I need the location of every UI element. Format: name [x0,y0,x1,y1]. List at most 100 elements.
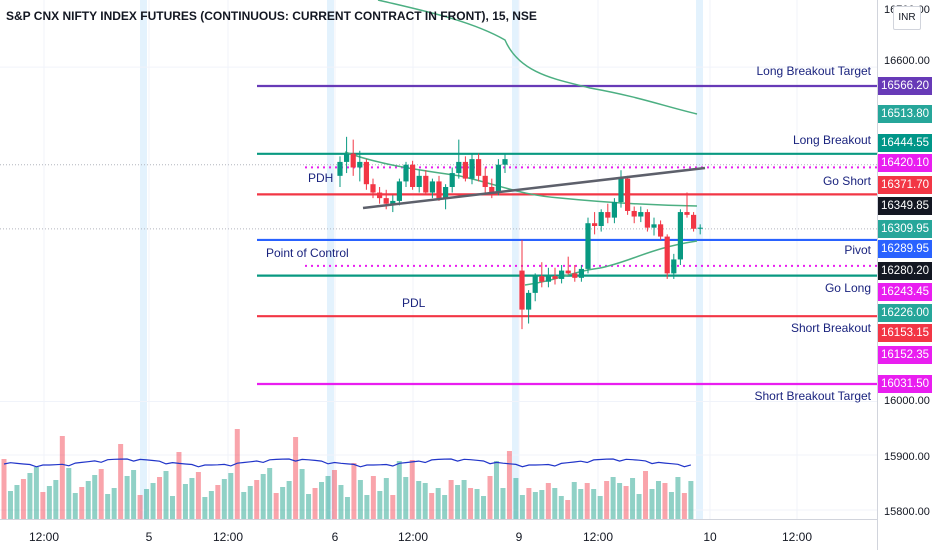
currency-button[interactable]: INR [893,6,921,30]
volume-bar [319,482,325,519]
price-badge-long-breakout: 16444.55 [878,134,932,152]
candle-body [697,227,703,229]
volume-bar [338,485,344,519]
volume-bar [105,494,111,519]
volume-bar [409,460,415,519]
time-tick: 12:00 [397,530,429,544]
volume-bar [539,490,545,519]
trend-line [362,166,706,210]
volume-bar [571,482,577,519]
time-tick: 12:00 [582,530,614,544]
volume-bar [681,493,687,519]
volume-bar [623,486,629,519]
volume-bar [124,476,130,519]
candle-body [559,270,565,279]
price-badge-long-breakout-target: 16566.20 [878,77,932,95]
candle-body [436,181,442,199]
volume-bar [331,470,337,519]
volume-ma-line [3,458,692,468]
price-tick: 16000.00 [884,395,930,407]
time-tick: 12:00 [781,530,813,544]
volume-bar [584,483,590,519]
volume-bar [578,489,584,519]
candle-body [651,224,657,228]
volume-bar [137,495,143,519]
volume-bar [254,480,260,519]
candle-body [482,175,488,187]
volume-bar [27,473,33,519]
volume-bar [92,475,98,519]
candle-body [390,200,396,204]
volume-bar [390,495,396,519]
price-badge-go-short: 16371.70 [878,176,932,194]
volume-bar [234,429,240,519]
short-breakout-label: Short Breakout [790,321,871,335]
candle-body [403,164,409,182]
volume-bar [247,486,253,519]
candle-body [611,202,617,218]
volume-bar [20,479,26,519]
volume-bar [519,495,525,519]
chart-pane[interactable]: S&P CNX NIFTY INDEX FUTURES (CONTINUOUS:… [0,0,877,519]
volume-bar [208,491,214,519]
volume-bar [293,437,299,519]
candle-body [598,212,604,226]
price-badge-short-breakout-target: 16031.50 [878,375,932,393]
volume-bar [157,477,163,519]
candle-body [592,223,598,226]
price-badge-ma: 16513.80 [878,105,932,123]
candle-body [644,212,650,228]
volume-bar [545,483,551,519]
session-break-marker [696,0,703,519]
volume-bar [260,474,266,519]
go-short-label: Go Short [822,174,871,188]
time-tick: 10 [703,530,717,544]
volume-bar [565,500,571,519]
volume-bar [72,493,78,519]
volume-bar [286,481,292,519]
volume-bar [506,451,512,519]
candle-body [370,184,376,193]
price-badge-short-breakout: 16153.15 [878,324,932,342]
candle-body [396,181,402,201]
moving-average-line [524,240,698,286]
pdh-label: PDH [308,171,334,185]
volume-bar [306,494,312,519]
volume-bar [59,436,65,519]
volume-bar [630,478,636,519]
volume-bar [448,480,454,519]
price-badge-pdh: 16420.10 [878,154,932,172]
candle-body [684,212,690,215]
time-tick: 9 [515,530,523,544]
time-tick: 6 [331,530,339,544]
price-chart-canvas[interactable] [0,0,877,519]
volume-bar [33,467,39,519]
price-axis[interactable]: 16700.00 16600.00 16000.00 15900.00 1580… [877,0,932,550]
candle-body [664,236,670,274]
volume-bar [189,478,195,519]
volume-bar [273,493,279,519]
price-badge-poc-low: 16152.35 [878,346,932,364]
candle-body [443,186,449,199]
volume-bar [610,477,616,519]
volume-bar [40,492,46,519]
session-break-marker [327,0,334,519]
candle-body [462,161,468,179]
price-badge-last: 16309.95 [878,220,932,238]
candle-body [552,276,558,279]
time-axis[interactable]: 12:00 5 12:00 6 12:00 9 12:00 10 12:00 [0,519,877,551]
volume-bar [195,472,201,519]
pdl-label: PDL [402,296,426,310]
session-break-marker [140,0,147,519]
price-badge-high: 16349.85 [878,197,932,215]
volume-bar [215,485,221,519]
candle-body [565,270,571,274]
volume-bar [202,497,208,519]
volume-bar [111,488,117,519]
long-breakout-label: Long Breakout [792,133,871,147]
volume-bar [79,487,85,519]
volume-bar [474,489,480,519]
candle-body [377,192,383,199]
candle-body [456,161,462,174]
candle-body [671,259,677,274]
